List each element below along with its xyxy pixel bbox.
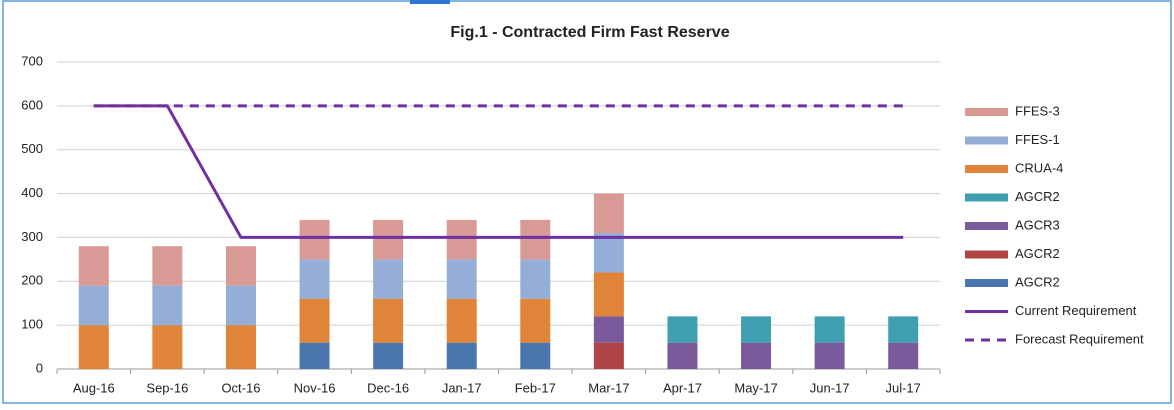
top-strip — [410, 0, 450, 4]
bar-segment — [814, 316, 845, 343]
x-tick-label: Jul-17 — [885, 380, 920, 395]
bar-segment — [667, 342, 698, 369]
bar-segment — [814, 342, 845, 369]
bar-segment — [299, 259, 330, 299]
bar-segment — [373, 219, 404, 260]
y-tick-label: 600 — [21, 97, 43, 112]
legend-swatch — [965, 222, 1008, 230]
x-tick-label: Aug-16 — [73, 380, 115, 395]
x-tick-label: May-17 — [734, 380, 777, 395]
bar-segment — [373, 298, 404, 343]
x-tick-label: Jun-17 — [810, 380, 850, 395]
bar-segment — [520, 219, 551, 260]
x-tick-label: Sep-16 — [146, 380, 188, 395]
bar-segment — [78, 285, 109, 326]
bar-segment — [152, 285, 183, 326]
bar-segment — [373, 342, 404, 369]
legend-label: AGCR2 — [1015, 246, 1060, 261]
legend-swatch — [965, 108, 1008, 116]
x-tick-label: Feb-17 — [515, 380, 556, 395]
bar-segment — [446, 259, 477, 299]
legend-label: FFES-1 — [1015, 132, 1060, 147]
bar-segment — [299, 342, 330, 369]
legend-label: CRUA-4 — [1015, 160, 1063, 175]
bar-segment — [225, 246, 256, 286]
bar-segment — [593, 342, 624, 369]
legend-label: FFES-3 — [1015, 103, 1060, 118]
x-tick-label: Oct-16 — [221, 380, 260, 395]
x-tick-label: Mar-17 — [588, 380, 629, 395]
y-tick-label: 0 — [36, 360, 43, 375]
bar-segment — [78, 325, 109, 369]
bar-segment — [446, 342, 477, 369]
bar-segment — [373, 259, 404, 299]
x-tick-label: Nov-16 — [294, 380, 336, 395]
legend-label: AGCR3 — [1015, 217, 1060, 232]
y-tick-label: 100 — [21, 317, 43, 332]
line-series — [93, 104, 904, 239]
bar-segment — [888, 342, 919, 369]
x-tick-label: Apr-17 — [663, 380, 702, 395]
bar-segment — [520, 342, 551, 369]
bar-segment — [741, 342, 772, 369]
y-tick-label: 300 — [21, 229, 43, 244]
bar-segment — [78, 246, 109, 286]
legend-swatch — [965, 250, 1008, 259]
y-tick-label: 700 — [21, 53, 43, 68]
legend-swatch — [965, 279, 1008, 287]
x-tick-label: Dec-16 — [367, 380, 409, 395]
bar-segment — [299, 298, 330, 343]
bar-segment — [593, 193, 624, 234]
y-tick-label: 200 — [21, 273, 43, 288]
legend-swatch — [965, 136, 1008, 145]
bar-segment — [225, 285, 256, 326]
bar-segment — [520, 298, 551, 343]
bar-segment — [225, 325, 256, 369]
bar-segment — [299, 219, 330, 260]
bar-segment — [446, 298, 477, 343]
bar-segment — [667, 316, 698, 343]
legend-swatch — [965, 165, 1008, 173]
y-tick-label: 500 — [21, 141, 43, 156]
y-tick-label: 400 — [21, 185, 43, 200]
chart-title: Fig.1 - Contracted Firm Fast Reserve — [450, 24, 729, 41]
bar-segment — [520, 259, 551, 299]
legend-label: AGCR2 — [1015, 274, 1060, 289]
bar-segment — [593, 316, 624, 343]
legend-label: Forecast Requirement — [1015, 331, 1144, 346]
legend-swatch — [965, 193, 1008, 202]
x-tick-label: Jan-17 — [442, 380, 482, 395]
legend-label: Current Requirement — [1015, 303, 1137, 318]
legend-label: AGCR2 — [1015, 189, 1060, 204]
bar-segment — [152, 246, 183, 286]
bar-segment — [888, 316, 919, 343]
bar-segment — [593, 233, 624, 273]
bar-segment — [152, 325, 183, 369]
bar-segment — [741, 316, 772, 343]
bar-segment — [593, 272, 624, 317]
bar-segment — [446, 219, 477, 260]
